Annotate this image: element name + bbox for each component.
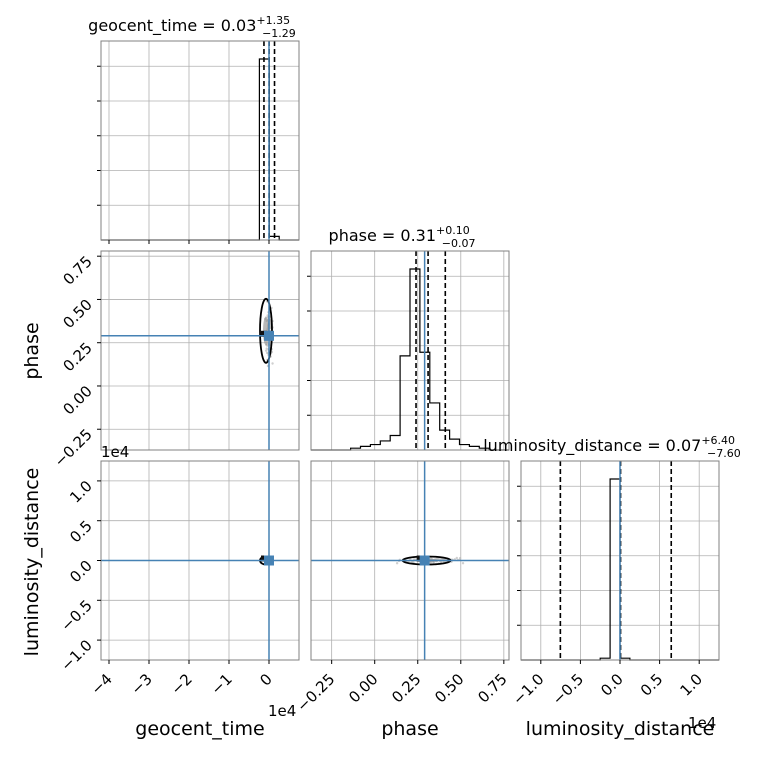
hist-phase-title-minus: −0.07: [442, 237, 476, 250]
xlabel-luminosity-distance: luminosity_distance: [526, 718, 715, 740]
xtick-label-luminosity-distance-4: 1.0: [676, 670, 706, 700]
hist-geocent-time-title: geocent_time = 0.03+1.35 −1.29: [88, 14, 296, 40]
hist-geocent-time-frame: [100, 40, 300, 241]
panel-geocent-time-vs-phase-sample-62: [271, 362, 274, 365]
xtick-label-phase-1: 0.00: [345, 670, 381, 706]
panel-phase-vs-luminosity-distance-sample-17: [395, 562, 399, 565]
panel-phase-vs-luminosity-distance-truth-point: [419, 555, 430, 566]
xlabel-geocent-time: geocent_time: [135, 718, 264, 740]
panel-phase-vs-luminosity-distance-sample-12: [461, 562, 465, 565]
panel-phase-vs-luminosity-distance-sample-60: [437, 557, 441, 560]
ylabel-luminosity-distance: luminosity_distance: [21, 468, 43, 657]
panel-phase-vs-luminosity-distance-frame: [310, 460, 510, 661]
ytick-label-phase-1: 0.00: [59, 382, 95, 418]
xtick-label-geocent-time-0: −4: [87, 670, 115, 698]
panel-geocent-time-vs-phase-sample-58: [264, 349, 268, 352]
ytick-label-luminosity-distance-4: 1.0: [66, 477, 96, 507]
ytick-label-luminosity-distance-0: −1.0: [57, 636, 95, 674]
hist-geocent-time-title-value: geocent_time = 0.03: [88, 16, 256, 36]
hist-phase-title: phase = 0.31+0.10 −0.07: [329, 224, 476, 250]
hist-phase-frame: [310, 250, 510, 451]
hist-luminosity-distance-title-value: luminosity_distance = 0.07: [483, 436, 701, 456]
panel-geocent-time-vs-luminosity-distance-truth-point: [264, 555, 274, 566]
xtick-label-phase-4: 0.75: [474, 670, 510, 706]
ylabel-phase: phase: [21, 322, 43, 379]
xtick-label-geocent-time-3: −1: [207, 670, 235, 698]
hist-luminosity-distance-title-minus: −7.60: [707, 447, 741, 460]
hist-geocent-time-title-plus: +1.35: [256, 14, 290, 27]
ytick-label-phase-4: 0.75: [59, 252, 95, 288]
panel-geocent-time-vs-phase-frame: [100, 250, 300, 451]
xtick-label-geocent-time-2: −2: [167, 670, 195, 698]
hist-phase-steps: [311, 268, 509, 451]
panel-phase-vs-luminosity-distance-sample-19: [455, 556, 458, 560]
ylabel-offset-luminosity-distance: 1e4: [101, 443, 129, 461]
ytick-label-phase-2: 0.25: [59, 339, 95, 375]
hist-luminosity-distance-title: luminosity_distance = 0.07+6.40 −7.60: [483, 434, 741, 460]
xtick-label-luminosity-distance-1: −0.5: [549, 670, 587, 708]
xtick-label-geocent-time-1: −3: [127, 670, 155, 698]
ytick-label-luminosity-distance-3: 0.5: [66, 517, 96, 547]
xtick-label-phase-2: 0.25: [388, 670, 424, 706]
xtick-label-luminosity-distance-2: 0.0: [597, 670, 627, 700]
hist-phase-title-plus: +0.10: [436, 224, 470, 237]
ytick-label-luminosity-distance-2: 0.0: [66, 557, 96, 587]
xtick-label-phase-0: −0.25: [293, 670, 338, 715]
panel-geocent-time-vs-phase-truth-point: [264, 330, 274, 341]
xtick-label-luminosity-distance-0: −1.0: [509, 670, 547, 708]
hist-luminosity-distance-title-plus: +6.40: [701, 434, 735, 447]
xtick-label-luminosity-distance-3: 0.5: [637, 670, 667, 700]
hist-geocent-time-title-minus: −1.29: [262, 27, 296, 40]
xlabel-phase: phase: [381, 718, 438, 740]
xlabel-offset-luminosity-distance: 1e4: [688, 714, 716, 732]
xtick-label-phase-3: 0.50: [431, 670, 467, 706]
xtick-label-geocent-time-4: 0: [256, 670, 275, 689]
ytick-label-phase-0: −0.25: [51, 425, 96, 470]
xlabel-offset-geocent-time: 1e4: [268, 702, 296, 720]
panel-geocent-time-vs-phase-sample-40: [265, 351, 269, 355]
hist-phase-title-value: phase = 0.31: [329, 226, 436, 245]
ytick-label-phase-3: 0.50: [59, 296, 95, 332]
ytick-label-luminosity-distance-1: −0.5: [57, 596, 95, 634]
panel-geocent-time-vs-phase-sample-11: [265, 347, 268, 350]
